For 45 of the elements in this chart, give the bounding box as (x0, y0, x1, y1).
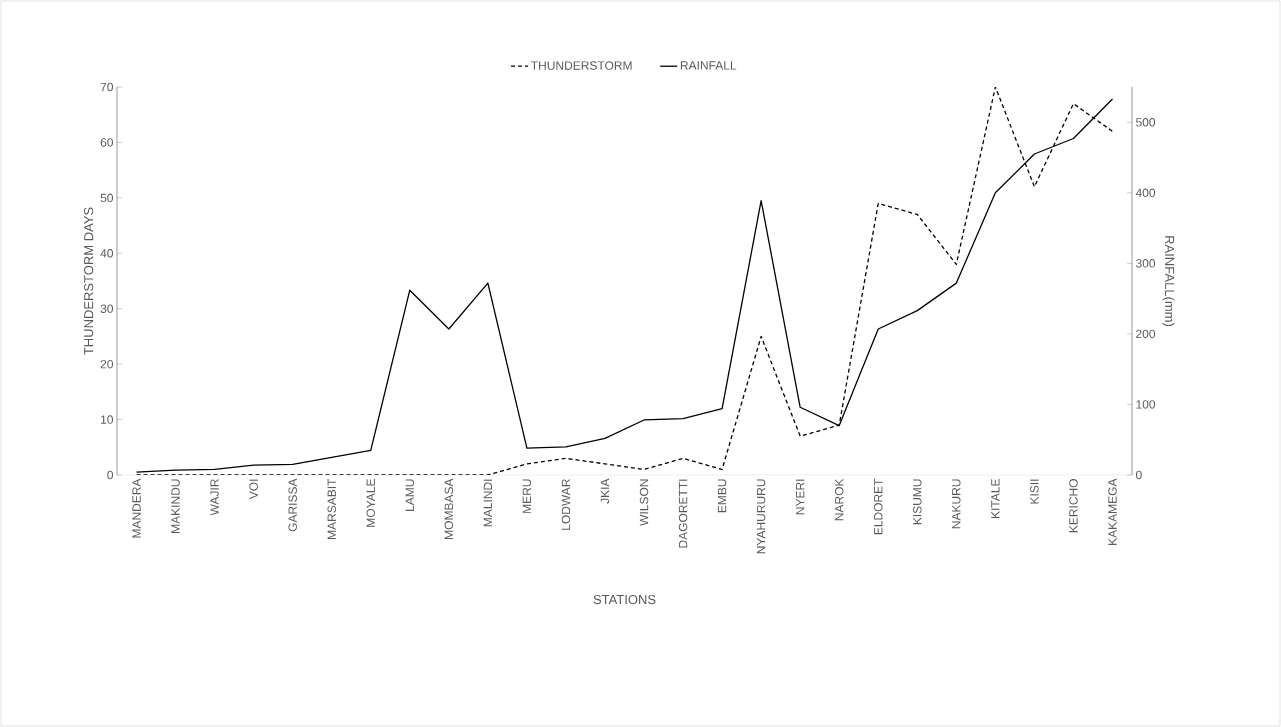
x-tick-label: MARSABIT (327, 478, 336, 539)
x-tick-label: KERICHO (1069, 479, 1078, 533)
legend-label: RAINFALL (680, 61, 737, 70)
y-tick-label: 70 (100, 82, 114, 92)
y2-tick-label: 300 (1135, 259, 1156, 268)
x-tick-label: LAMU (405, 479, 414, 511)
x-tick-label: KAKAMEGA (1108, 478, 1117, 545)
y2-tick-label: 500 (1136, 118, 1156, 127)
x-tick-label: KISII (1030, 479, 1039, 504)
y2-axis-title: RAINFALL(mm) (1162, 236, 1175, 327)
x-tick-label: MOYALE (366, 479, 375, 527)
y-tick-label: 50 (100, 193, 114, 203)
x-axis-title: STATIONS (593, 594, 656, 605)
x-tick-label: NYERI (796, 479, 805, 515)
x-tick-label: MERU (522, 479, 532, 513)
x-tick-label: DAGORETTI (678, 479, 688, 548)
x-tick-label: WAJIR (210, 479, 219, 516)
y2-tick-label: 0 (1136, 470, 1142, 480)
y-tick-label: 10 (101, 415, 114, 424)
x-tick-label: GARISSA (288, 478, 297, 532)
y2-tick-label: 100 (1136, 400, 1156, 409)
x-tick-label: ELDORET (874, 478, 883, 535)
x-tick-label: MANDERA (132, 478, 141, 538)
x-tick-label: NAROK (834, 478, 844, 521)
x-tick-label: VOI (249, 479, 258, 500)
y2-tick-label: 200 (1136, 329, 1156, 339)
x-tick-label: KISUMU (913, 479, 922, 525)
x-tick-label: WILSON (639, 479, 649, 526)
legend-label: THUNDERSTORM (531, 61, 632, 70)
y2-tick-label: 400 (1135, 188, 1156, 198)
y-tick-label: 40 (100, 249, 114, 258)
x-tick-label: KITALE (991, 479, 1000, 518)
y-axis-title: THUNDERSTORM DAYS (84, 207, 94, 355)
x-tick-label: MOMBASA (444, 478, 454, 539)
y-tick-label: 20 (100, 359, 114, 369)
x-tick-label: EMBU (717, 479, 727, 513)
y-tick-label: 0 (107, 470, 114, 480)
x-tick-label: NAKURU (952, 479, 961, 529)
y-tick-label: 30 (100, 304, 114, 313)
x-tick-label: MALINDI (483, 479, 492, 527)
x-tick-label: MAKINDU (171, 479, 180, 533)
x-tick-label: JKIA (600, 478, 610, 504)
x-tick-label: NYAHURURU (756, 479, 766, 554)
y-tick-label: 60 (100, 138, 114, 147)
x-tick-label: LODWAR (561, 479, 571, 530)
